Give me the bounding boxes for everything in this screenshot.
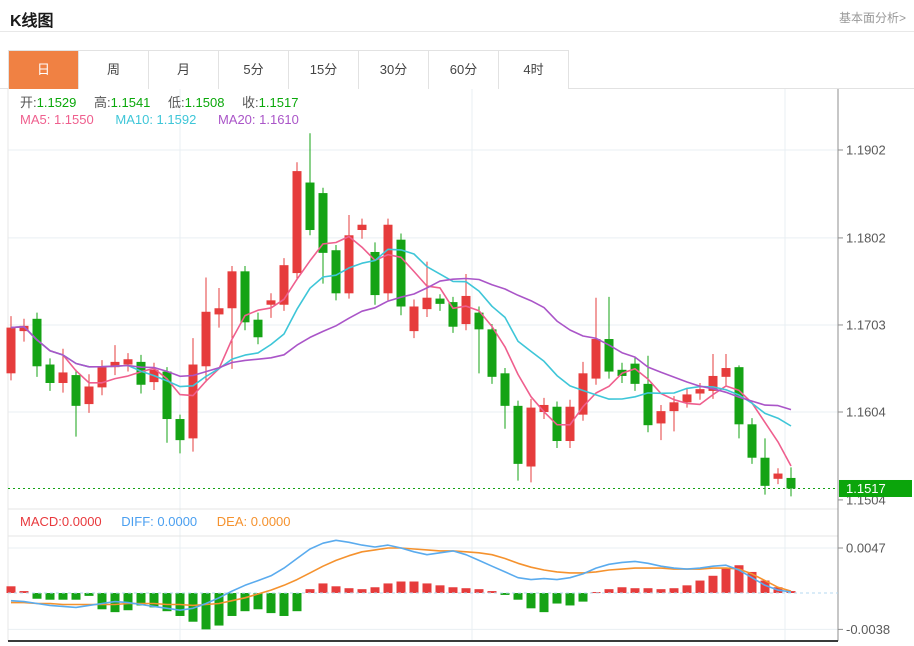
svg-text:1.1703: 1.1703 (846, 317, 886, 332)
svg-text:-0.0038: -0.0038 (846, 622, 890, 637)
tab-5min[interactable]: 5分 (219, 51, 289, 89)
tab-15min[interactable]: 15分 (289, 51, 359, 89)
tab-4hour[interactable]: 4时 (499, 51, 569, 89)
ma10-legend: MA10: 1.1592 (115, 112, 197, 127)
diff-value-legend: DIFF: 0.0000 (121, 514, 198, 529)
tab-30min[interactable]: 30分 (359, 51, 429, 89)
svg-text:1.1604: 1.1604 (846, 405, 886, 420)
low-value: 1.1508 (184, 95, 225, 110)
open-label: 开: (20, 95, 37, 110)
ma-legend: MA5: 1.1550 MA10: 1.1592 MA20: 1.1610 (20, 112, 299, 127)
page-title: K线图 (10, 13, 54, 30)
tab-month[interactable]: 月 (149, 51, 219, 89)
close-value: 1.1517 (258, 95, 299, 110)
high-value: 1.1541 (110, 95, 151, 110)
interval-tabs: 日 周 月 5分 15分 30分 60分 4时 (8, 50, 569, 89)
ma5-legend: MA5: 1.1550 (20, 112, 94, 127)
tab-week[interactable]: 周 (79, 51, 149, 89)
open-value: 1.1529 (36, 95, 77, 110)
macd-value-legend: MACD:0.0000 (20, 514, 102, 529)
macd-legend: MACD:0.0000 DIFF: 0.0000 DEA: 0.0000 (20, 514, 291, 529)
close-label: 收: (242, 95, 259, 110)
high-label: 高: (94, 95, 111, 110)
ohlc-legend: 开:1.1529 高:1.1541 低:1.1508 收:1.1517 (20, 92, 312, 111)
dea-value-legend: DEA: 0.0000 (216, 514, 291, 529)
low-label: 低: (168, 95, 185, 110)
fundamental-analysis-link[interactable]: 基本面分析> (838, 11, 906, 25)
svg-text:1.1517: 1.1517 (846, 481, 886, 496)
tab-day[interactable]: 日 (9, 51, 79, 89)
svg-text:1.1802: 1.1802 (846, 230, 886, 245)
svg-text:1.1902: 1.1902 (846, 143, 886, 158)
ma20-legend: MA20: 1.1610 (217, 112, 299, 127)
tab-60min[interactable]: 60分 (429, 51, 499, 89)
title-bar: K线图 基本面分析> (0, 0, 914, 32)
svg-text:0.0047: 0.0047 (846, 541, 886, 556)
